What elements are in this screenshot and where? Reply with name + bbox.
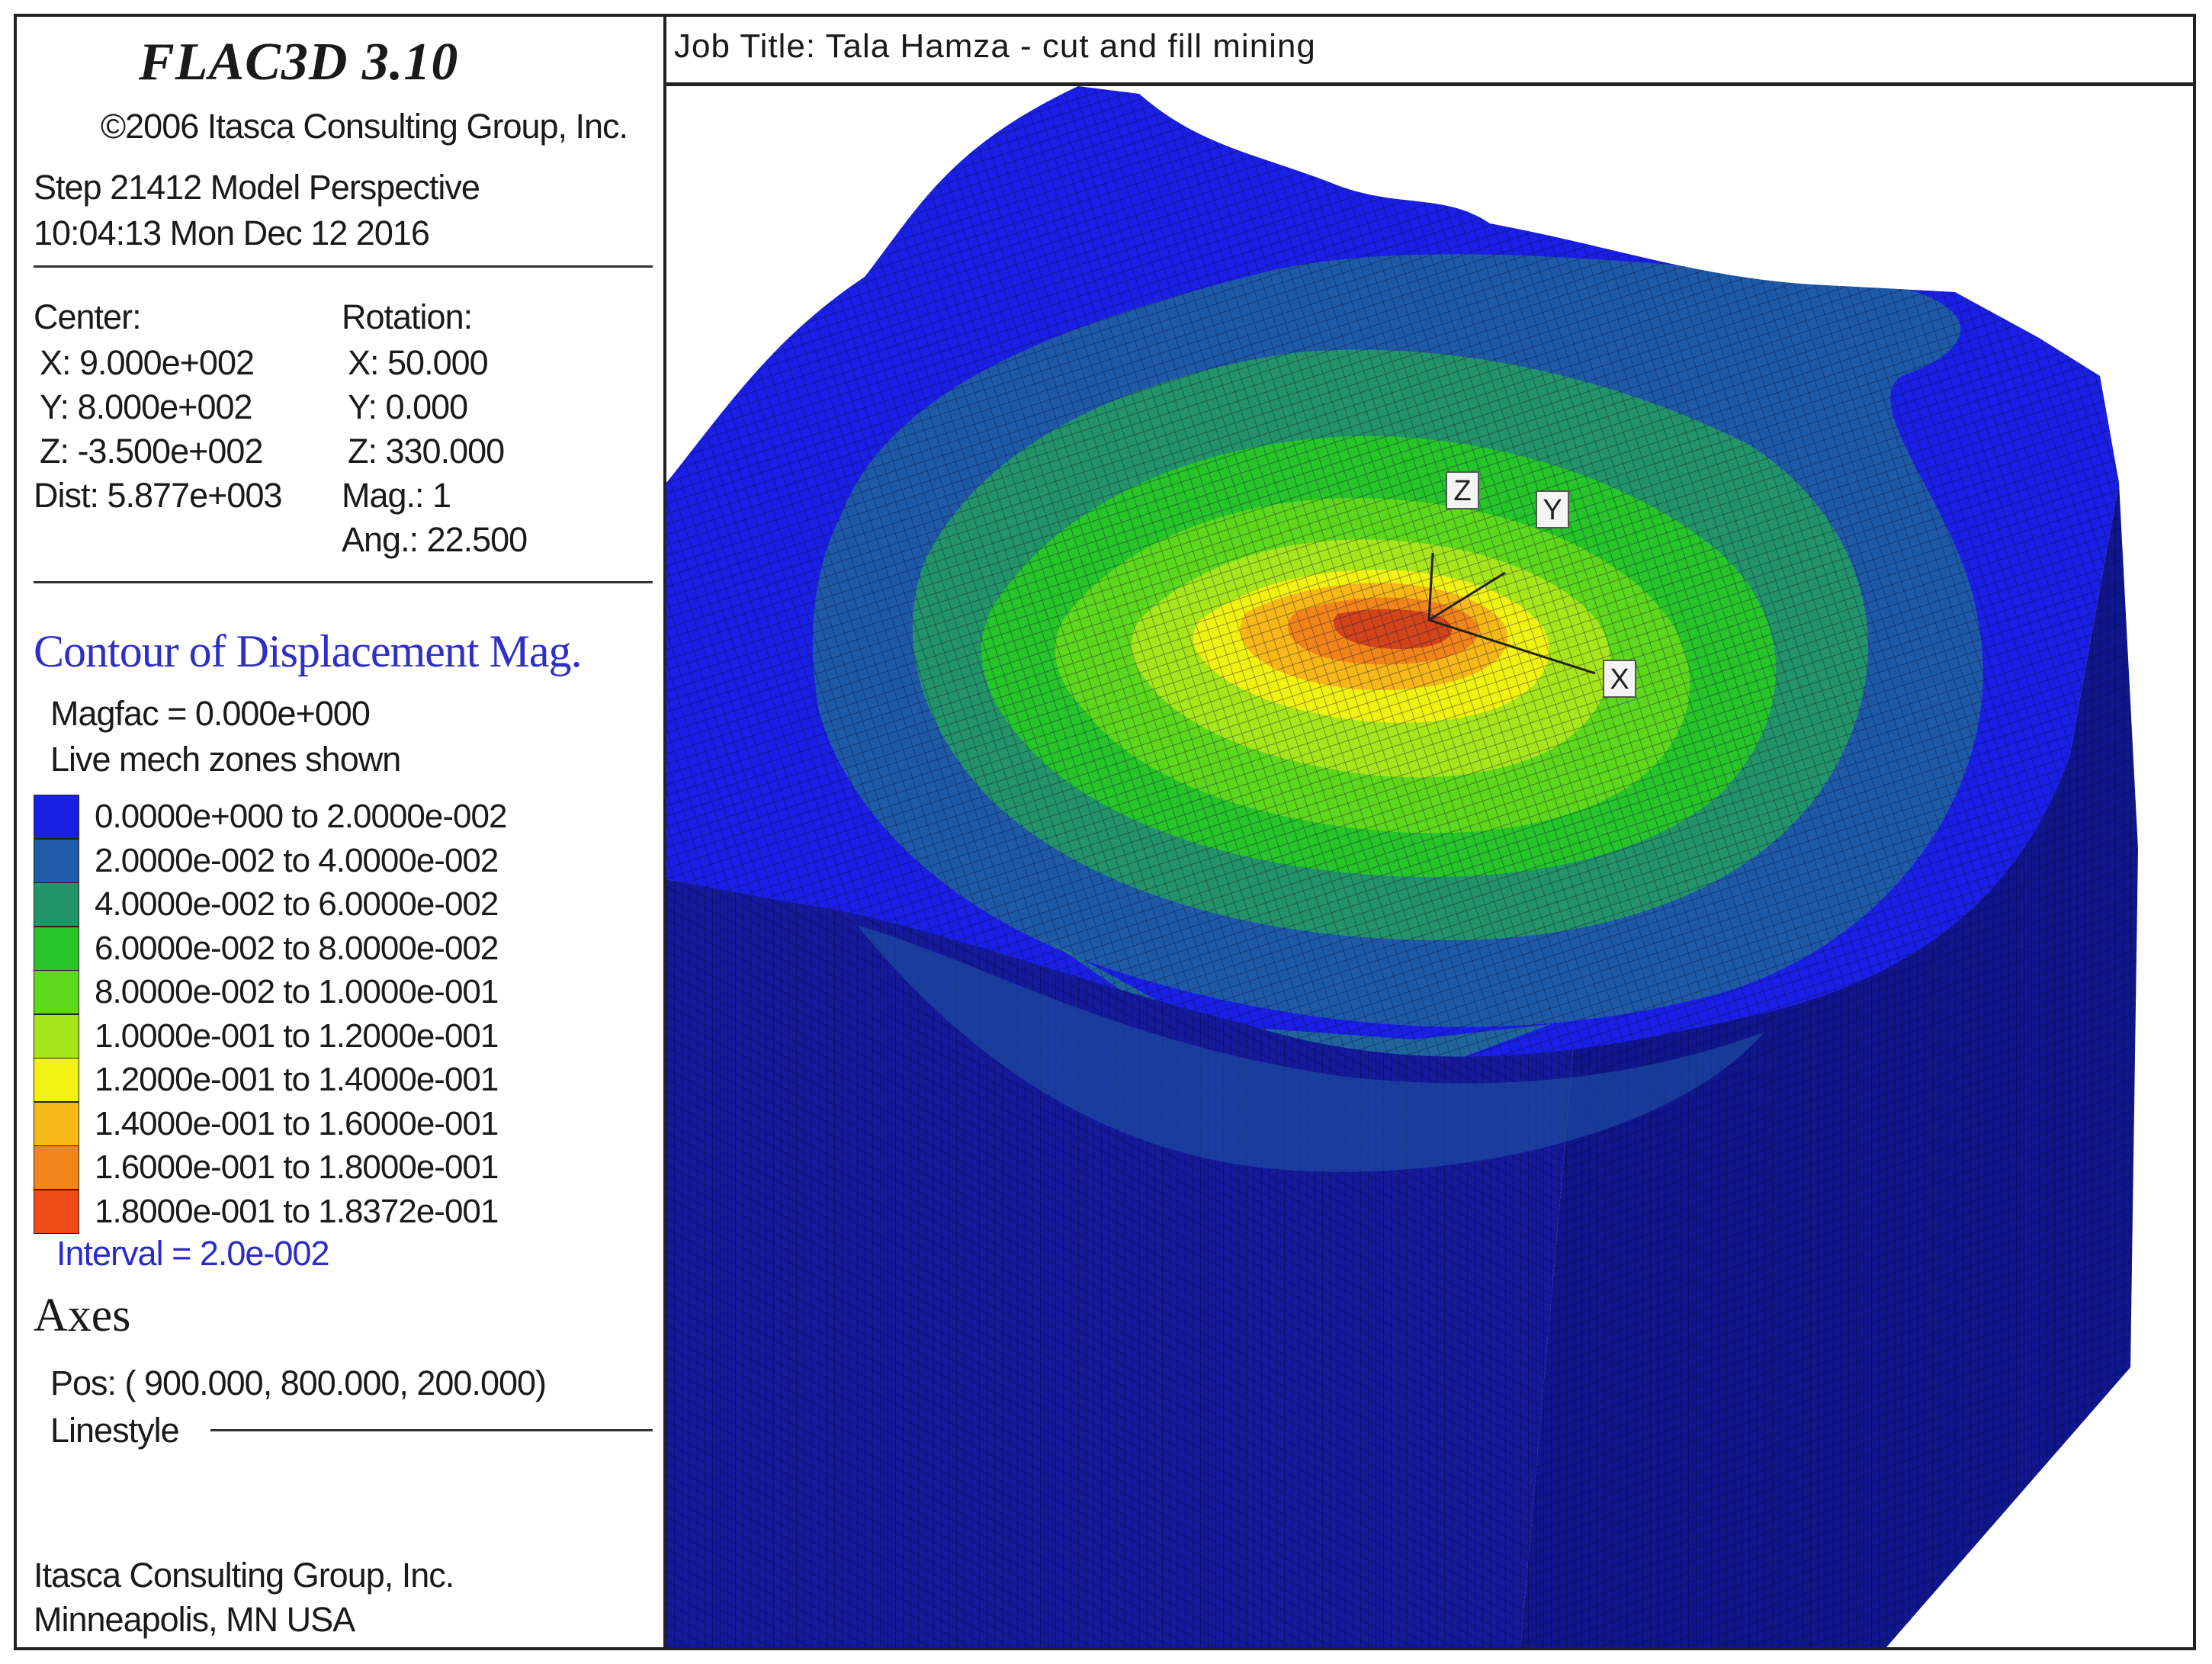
legend-label: 0.0000e+000 to 2.0000e-002: [95, 798, 507, 835]
legend-row: 2.0000e-002 to 4.0000e-002: [34, 838, 644, 883]
magnification: Mag.: 1: [342, 476, 451, 515]
legend-label: 6.0000e-002 to 8.0000e-002: [95, 929, 499, 967]
footer-company: Itasca Consulting Group, Inc.: [34, 1556, 454, 1595]
divider: [34, 265, 653, 268]
legend-label: 2.0000e-002 to 4.0000e-002: [95, 841, 499, 879]
wall-contour: [857, 925, 1764, 1172]
model-view-panel: Job Title: Tala Hamza - cut and fill min…: [666, 17, 2193, 1647]
footer-location: Minneapolis, MN USA: [34, 1600, 355, 1639]
axes-triad: [1427, 552, 1596, 675]
timestamp: 10:04:13 Mon Dec 12 2016: [34, 214, 430, 252]
legend-swatch: [34, 882, 79, 927]
legend-row: 1.4000e-001 to 1.6000e-001: [34, 1101, 644, 1146]
center-x: X: 9.000e+002: [40, 343, 255, 382]
legend-label: 1.2000e-001 to 1.4000e-001: [95, 1061, 499, 1098]
divider: [34, 581, 653, 583]
center-z: Z: -3.500e+002: [40, 432, 263, 471]
legend-label: 1.0000e-001 to 1.2000e-001: [95, 1017, 499, 1055]
plot-window: FLAC3D 3.10 ©2006 Itasca Consulting Grou…: [14, 14, 2196, 1650]
rotation-x: X: 50.000: [348, 343, 489, 382]
legend-row: 1.2000e-001 to 1.4000e-001: [34, 1058, 644, 1102]
axes-heading: Axes: [34, 1290, 131, 1341]
legend-label: 1.6000e-001 to 1.8000e-001: [95, 1148, 499, 1186]
legend-row: 1.8000e-001 to 1.8372e-001: [34, 1189, 644, 1234]
legend-row: 6.0000e-002 to 8.0000e-002: [34, 926, 644, 971]
magfac: Magfac = 0.000e+000: [50, 694, 371, 733]
legend-label: 1.8000e-001 to 1.8372e-001: [95, 1192, 499, 1230]
interval: Interval = 2.0e-002: [56, 1234, 330, 1273]
legend-swatch: [34, 1013, 79, 1058]
step-info: Step 21412 Model Perspective: [34, 168, 480, 207]
angle: Ang.: 22.500: [342, 520, 528, 559]
center-label: Center:: [34, 297, 142, 336]
legend-swatch: [34, 1058, 79, 1102]
rotation-y: Y: 0.000: [348, 387, 468, 426]
legend-row: 0.0000e+000 to 2.0000e-002: [34, 795, 644, 839]
legend-row: 4.0000e-002 to 6.0000e-002: [34, 882, 644, 927]
legend-row: 1.0000e-001 to 1.2000e-001: [34, 1013, 644, 1058]
rotation-label: Rotation:: [342, 297, 473, 336]
zones-note: Live mech zones shown: [50, 740, 401, 779]
legend-row: 8.0000e-002 to 1.0000e-001: [34, 970, 644, 1014]
linestyle-label: Linestyle: [50, 1411, 180, 1450]
job-title: Job Title: Tala Hamza - cut and fill min…: [674, 27, 1316, 65]
axis-x-label: X: [1603, 660, 1636, 698]
legend-swatch: [34, 1101, 79, 1146]
legend-swatch: [34, 970, 79, 1014]
legend-swatch: [34, 926, 79, 971]
legend-label: 1.4000e-001 to 1.6000e-001: [95, 1104, 499, 1142]
distance: Dist: 5.877e+003: [34, 476, 282, 515]
copyright: ©2006 Itasca Consulting Group, Inc.: [101, 107, 628, 146]
side-face-mesh: [1520, 483, 2138, 1647]
model-viewport[interactable]: Z Y X: [666, 86, 2193, 1647]
axis-y-label: Y: [1536, 490, 1569, 528]
legend-swatch: [34, 1189, 79, 1234]
front-face-mesh: [666, 879, 1574, 1647]
legend-label: 4.0000e-002 to 6.0000e-002: [95, 885, 499, 923]
contour-title: Contour of Displacement Mag.: [34, 626, 583, 676]
legend-swatch: [34, 795, 79, 839]
axes-position: Pos: ( 900.000, 800.000, 200.000): [50, 1364, 547, 1402]
app-brand: FLAC3D 3.10: [139, 33, 459, 92]
legend-swatch: [34, 1145, 79, 1190]
linestyle-sample: [210, 1429, 653, 1431]
center-y: Y: 8.000e+002: [40, 387, 253, 426]
job-title-bar: Job Title: Tala Hamza - cut and fill min…: [666, 17, 2193, 86]
legend-swatch: [34, 838, 79, 883]
legend-row: 1.6000e-001 to 1.8000e-001: [34, 1145, 644, 1190]
rotation-z: Z: 330.000: [348, 432, 505, 471]
axis-z-label: Z: [1446, 471, 1479, 509]
info-sidebar: FLAC3D 3.10 ©2006 Itasca Consulting Grou…: [17, 17, 666, 1647]
top-surface: [666, 86, 2119, 1057]
legend-label: 8.0000e-002 to 1.0000e-001: [95, 973, 499, 1010]
flac3d-mesh-render: [666, 86, 2138, 1647]
